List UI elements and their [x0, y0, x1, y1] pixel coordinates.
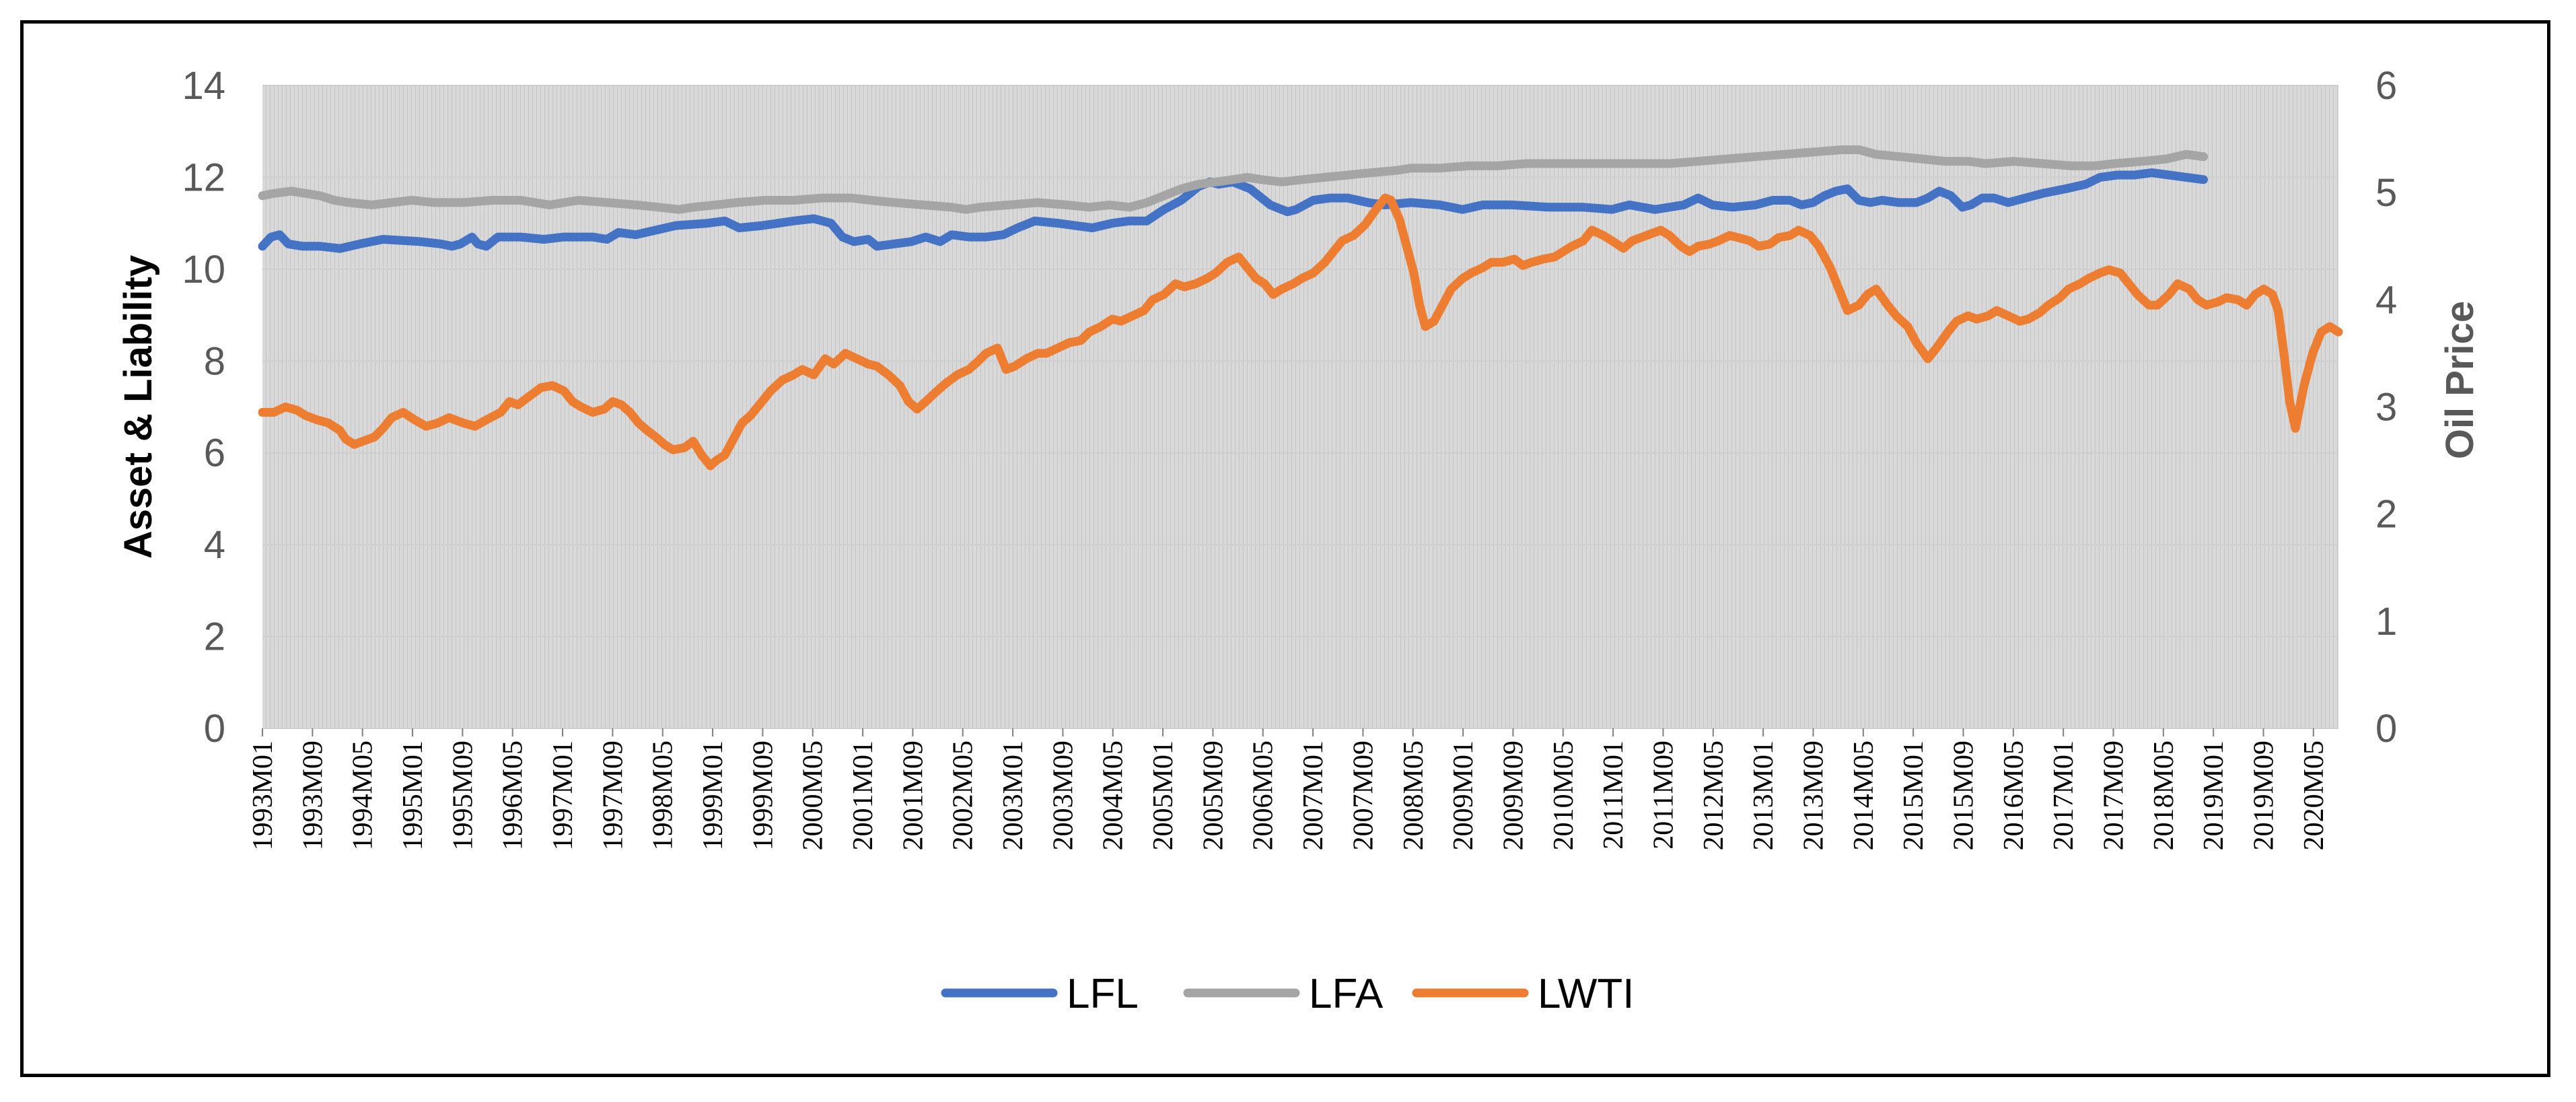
left-y-tick-label: 12 — [182, 156, 225, 199]
x-tick-label: 2010M05 — [1548, 741, 1579, 850]
x-tick-label: 2003M01 — [998, 741, 1029, 850]
x-tick-label: 2011M09 — [1648, 741, 1679, 850]
left-y-tick-label: 6 — [204, 432, 225, 475]
right-y-axis: 0 1 2 3 4 5 6 — [2375, 64, 2397, 751]
right-y-tick-label: 5 — [2375, 171, 2397, 215]
left-y-tick-label: 4 — [204, 523, 225, 567]
x-tick-label: 2020M05 — [2299, 741, 2330, 850]
left-axis-title: Asset & Liability — [116, 255, 160, 559]
x-axis: 1993M01 1993M09 1994M05 1995M01 1995M09 1996M… — [248, 728, 2330, 850]
x-tick-label: 2001M09 — [898, 741, 929, 850]
x-tick-label: 2000M05 — [798, 741, 829, 850]
x-tick-label: 1999M01 — [698, 741, 729, 850]
left-y-tick-label: 0 — [204, 707, 225, 751]
x-tick-label: 1999M09 — [748, 741, 779, 850]
x-tick-label: 1997M01 — [548, 741, 579, 850]
x-tick-label: 1997M09 — [598, 741, 629, 850]
right-axis-title: Oil Price — [2438, 301, 2482, 459]
x-tick-label: 1998M05 — [648, 741, 679, 850]
x-tick-label: 1994M05 — [348, 741, 379, 850]
x-tick-label: 1995M09 — [448, 741, 478, 850]
left-y-tick-label: 2 — [204, 615, 225, 659]
x-tick-label: 2003M09 — [1048, 741, 1079, 850]
x-tick-label: 2005M01 — [1148, 741, 1179, 850]
legend: LFL LFA LWTI — [941, 971, 1635, 1017]
x-tick-label: 1993M01 — [248, 741, 279, 850]
left-y-tick-label: 8 — [204, 339, 225, 383]
right-y-tick-label: 2 — [2375, 493, 2397, 537]
x-tick-label: 1995M01 — [398, 741, 429, 850]
x-tick-label: 2012M05 — [1698, 741, 1729, 850]
x-tick-label: 2019M09 — [2248, 741, 2279, 850]
x-tick-label: 2017M09 — [2098, 741, 2129, 850]
series-line-lfa — [258, 145, 2208, 214]
gridlines — [262, 85, 2338, 729]
x-tick-label: 2001M01 — [848, 741, 879, 850]
right-y-tick-label: 1 — [2375, 600, 2397, 644]
x-tick-label: 2004M05 — [1098, 741, 1129, 850]
right-y-tick-label: 0 — [2375, 707, 2397, 751]
x-tick-label: 1993M09 — [297, 741, 328, 850]
x-tick-label: 2016M05 — [1999, 741, 2030, 850]
x-tick-label: 2002M05 — [948, 741, 979, 850]
x-tick-label: 2013M09 — [1798, 741, 1829, 850]
x-tick-label: 2011M01 — [1598, 741, 1629, 850]
x-tick-label: 2005M09 — [1198, 741, 1229, 850]
x-tick-label: 2017M01 — [2048, 741, 2079, 850]
legend-label-lfl: LFL — [1067, 971, 1139, 1017]
x-tick-label: 2019M01 — [2198, 741, 2229, 850]
legend-label-lfa: LFA — [1309, 971, 1384, 1017]
x-tick-label: 2015M09 — [1948, 741, 1979, 850]
x-tick-label: 2018M05 — [2149, 741, 2180, 850]
x-tick-label: 2014M05 — [1849, 741, 1880, 850]
x-tick-label: 2008M05 — [1398, 741, 1429, 850]
series-line-lwti — [258, 193, 2343, 471]
x-tick-label: 2007M01 — [1298, 741, 1329, 850]
right-y-tick-label: 6 — [2375, 64, 2397, 108]
right-y-tick-label: 3 — [2375, 386, 2397, 429]
left-y-tick-label: 14 — [182, 64, 225, 108]
right-y-tick-label: 4 — [2375, 278, 2397, 322]
x-tick-label: 2013M01 — [1748, 741, 1779, 850]
left-y-axis: 0 2 4 6 8 10 12 14 — [182, 64, 225, 751]
left-y-tick-label: 10 — [182, 248, 225, 291]
x-tick-label: 2007M09 — [1348, 741, 1379, 850]
x-tick-label: 1996M05 — [498, 741, 529, 850]
x-tick-label: 2009M01 — [1448, 741, 1479, 850]
x-tick-label: 2009M09 — [1498, 741, 1529, 850]
legend-label-lwti: LWTI — [1538, 971, 1635, 1017]
series-lines — [258, 145, 2343, 471]
x-tick-label: 2006M05 — [1248, 741, 1279, 850]
x-tick-label: 2015M01 — [1898, 741, 1929, 850]
